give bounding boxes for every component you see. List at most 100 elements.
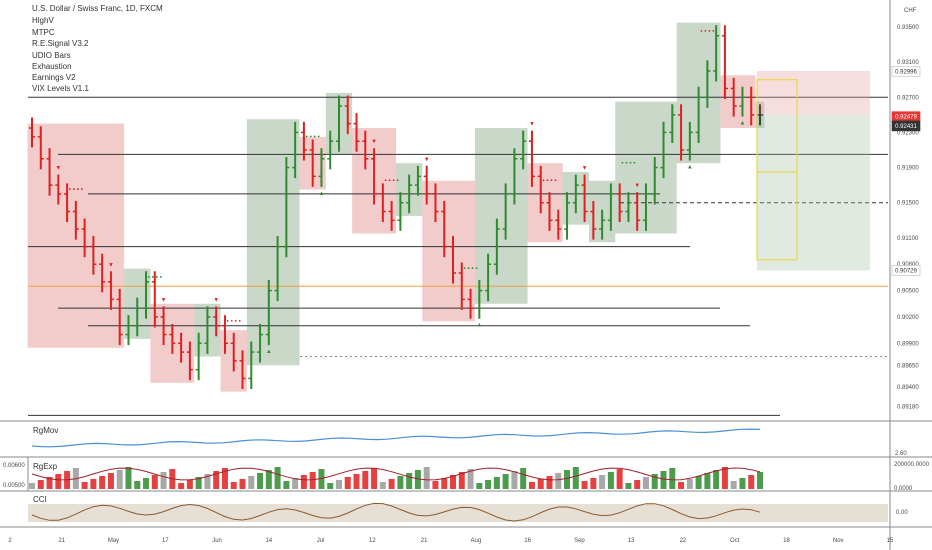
signal-dot (475, 267, 478, 270)
signal-dot (238, 319, 241, 322)
signal-arrow: ▲ (739, 121, 745, 127)
time-tick-label: 22 (680, 538, 687, 544)
rgmov-title: RgMov (33, 426, 58, 435)
price-tick-label: 0.90500 (897, 289, 919, 295)
price-tag-label: 0.92479 (895, 115, 917, 121)
rgexp-bar (511, 471, 518, 489)
rgexp-bar (309, 472, 316, 489)
time-tick-label: 14 (265, 538, 272, 544)
rgexp-left-tick-2: 0.00500 (3, 483, 25, 489)
rgexp-bar (99, 476, 106, 489)
rgexp-bar (125, 467, 132, 489)
signal-dot (712, 30, 715, 32)
rgexp-bar (642, 477, 649, 489)
signal-arrow: ▼ (213, 297, 219, 303)
signal-arrow: ▼ (55, 166, 61, 172)
rgexp-bar (160, 472, 167, 489)
indicator-mtpc: MTPC (32, 28, 55, 37)
rgexp-bar (406, 473, 413, 489)
zone-box (474, 128, 528, 304)
rgexp-bar (660, 471, 667, 489)
price-tag-label: 0.92996 (895, 69, 917, 75)
currency-label: CHF (904, 8, 917, 14)
cci-pane (28, 502, 888, 522)
rgexp-bar (55, 474, 62, 489)
rgexp-bar (625, 483, 632, 489)
signal-dot (309, 135, 312, 138)
rgexp-bar (572, 467, 579, 489)
signal-dot (392, 179, 395, 182)
rgexp-bar (344, 477, 351, 489)
price-tag-label: 0.92431 (895, 124, 917, 130)
rgexp-bar (695, 476, 702, 489)
signal-dot (388, 179, 391, 182)
time-tick-label: Oct (730, 538, 740, 544)
rgexp-bar (116, 470, 123, 489)
rgexp-bar (757, 472, 763, 489)
time-tick-label: 13 (628, 538, 635, 544)
rgexp-bar (239, 479, 246, 489)
rgexp-bar (669, 468, 676, 489)
cci-title: CCI (33, 495, 47, 504)
price-tick-label: 0.90200 (897, 315, 919, 321)
rgmov-pane (31, 428, 761, 448)
rgexp-right-tick-2: 0.0000 (894, 486, 913, 492)
rgexp-bar (713, 470, 720, 489)
rgexp-pane (29, 467, 763, 489)
rgexp-bar (204, 474, 211, 489)
rgexp-line (31, 467, 761, 481)
signal-dot (155, 276, 158, 278)
signal-dot (230, 319, 233, 322)
rgexp-bar (555, 473, 562, 489)
rgexp-bar (502, 474, 509, 489)
rgexp-bar (581, 481, 588, 489)
signal-dot (72, 188, 75, 190)
rgexp-bar (686, 479, 693, 489)
indicator-highv: HighV (32, 16, 54, 25)
rgexp-title: RgExp (33, 462, 58, 471)
rgexp-bar (651, 474, 658, 489)
time-tick-label: Jun (212, 538, 222, 544)
zone-box (720, 75, 756, 129)
signal-dot (234, 319, 237, 322)
rgexp-bar (283, 481, 290, 489)
signal-dot (542, 179, 545, 182)
rgexp-bar (607, 472, 614, 489)
time-tick-label: 21 (421, 538, 428, 544)
signal-arrow: ▲ (687, 165, 693, 171)
rgexp-bar (414, 470, 421, 489)
time-tick-label: 18 (783, 538, 790, 544)
zone-box (246, 119, 300, 366)
rgexp-bar (634, 480, 641, 489)
rgexp-bar (257, 473, 264, 489)
time-tick-label: 12 (369, 538, 376, 544)
signal-dot (76, 188, 79, 190)
price-bars (29, 25, 763, 390)
rgexp-bar (476, 483, 483, 489)
projection-frame (756, 79, 798, 261)
rgexp-bar (467, 469, 474, 489)
indicator-vix-levels: VIX Levels V1.1 (32, 84, 89, 93)
signal-markers: ▼ ▼ ▼ ▼ ▲ ▲ ▼ ▼ ▲ ▼ ▼ ▼ ▲ ▲ (55, 30, 745, 355)
signal-dot (159, 276, 162, 278)
time-tick-label: Sep (574, 538, 585, 544)
price-tick-label: 0.89180 (897, 405, 919, 411)
signal-dot (554, 179, 557, 182)
rgexp-bar (46, 477, 53, 489)
rgexp-bar (379, 482, 386, 489)
rgexp-bar (318, 469, 325, 489)
time-tick-label: 2 (8, 538, 12, 544)
rgexp-bar (493, 477, 500, 489)
signal-dot (633, 161, 636, 164)
signal-dot (147, 276, 150, 278)
zone-box (422, 180, 475, 322)
price-tags: 0.92996 0.92479 0.92431 0.90729 (891, 65, 921, 276)
time-tick-label: Jul (317, 538, 325, 544)
rgexp-bar (458, 472, 465, 489)
signal-dot (621, 161, 624, 164)
time-tick-label: Nov (833, 538, 844, 544)
indicator-exhaustion: Exhaustion (32, 62, 72, 71)
rgexp-bar (37, 480, 44, 489)
